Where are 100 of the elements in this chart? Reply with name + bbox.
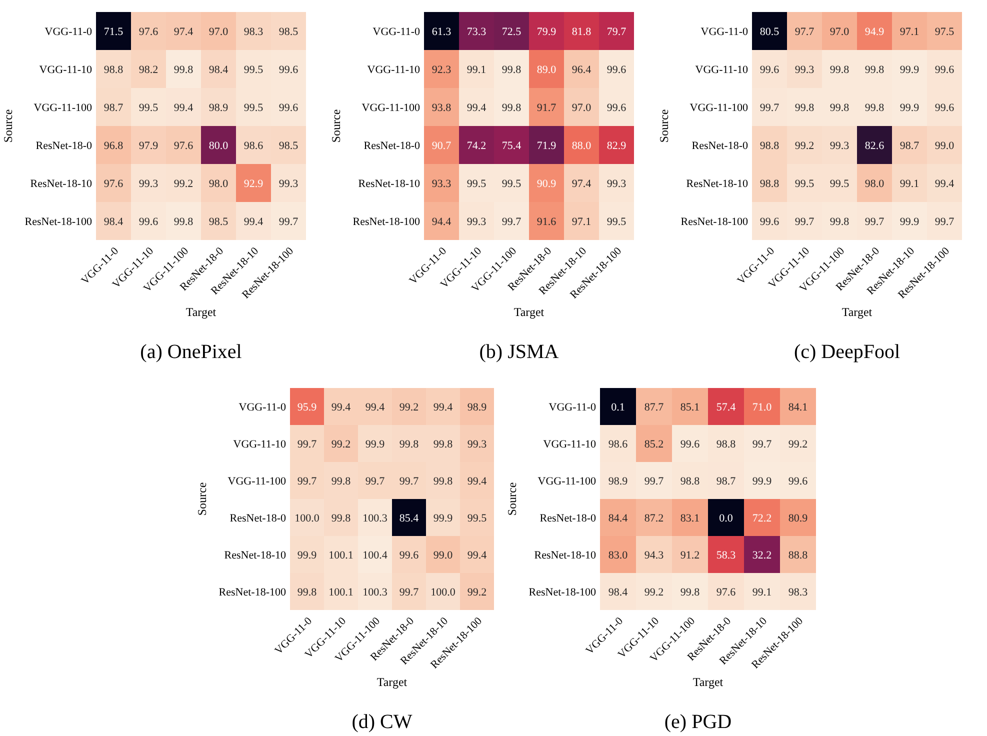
data-label: 73.3: [466, 26, 487, 38]
data-label: 99.2: [794, 140, 814, 152]
data-label: 99.2: [644, 586, 664, 598]
data-label: 99.8: [433, 438, 454, 450]
data-label: 99.5: [244, 102, 264, 114]
data-label: 87.2: [644, 512, 664, 524]
x-axis-title: Target: [376, 675, 408, 689]
data-label: 99.6: [399, 549, 420, 562]
data-label: 97.5: [934, 26, 955, 38]
data-label: 100.3: [362, 586, 388, 598]
data-label: 99.9: [900, 216, 920, 228]
y-tick-label: ResNet-18-0: [230, 512, 286, 524]
data-label: 99.7: [365, 475, 386, 488]
data-label: 32.2: [752, 549, 772, 562]
data-label: 99.3: [278, 178, 299, 190]
y-tick-label: ResNet-18-10: [686, 178, 748, 190]
data-label: 97.0: [208, 26, 229, 38]
data-label: 99.7: [760, 102, 780, 114]
data-label: 99.9: [365, 438, 386, 450]
data-label: 99.3: [794, 64, 815, 76]
data-label: 98.2: [138, 64, 158, 76]
data-label: 99.7: [644, 475, 664, 488]
y-tick-label: VGG-11-100: [34, 102, 92, 114]
data-label: 97.6: [174, 140, 194, 152]
x-axis-title: Target: [842, 305, 873, 319]
y-tick-label: VGG-11-10: [543, 438, 596, 450]
y-tick-label: VGG-11-0: [238, 401, 286, 414]
data-label: 58.3: [716, 549, 736, 562]
data-label: 96.8: [104, 140, 124, 152]
data-label: 71.5: [104, 26, 124, 38]
data-label: 99.2: [399, 401, 419, 414]
data-label: 99.4: [467, 549, 488, 562]
data-label: 91.7: [536, 102, 557, 114]
data-label: 99.8: [680, 586, 700, 598]
y-tick-label: ResNet-18-100: [352, 216, 420, 228]
data-label: 91.2: [680, 549, 700, 562]
data-label: 98.7: [716, 475, 736, 488]
data-label: 92.3: [432, 64, 452, 76]
data-label: 80.9: [788, 512, 808, 524]
data-label: 82.9: [606, 140, 627, 152]
y-tick-label: ResNet-18-100: [680, 216, 748, 228]
data-label: 87.7: [644, 401, 664, 414]
data-label: 84.1: [788, 401, 808, 414]
data-label: 100.1: [328, 549, 354, 562]
data-label: 99.2: [331, 438, 351, 450]
y-axis-title: Source: [657, 109, 671, 143]
data-label: 98.5: [278, 26, 299, 38]
data-label: 97.0: [572, 102, 592, 114]
data-label: 99.3: [830, 140, 850, 152]
data-label: 99.7: [297, 438, 318, 450]
data-label: 75.4: [502, 140, 522, 152]
y-tick-label: ResNet-18-0: [692, 140, 748, 152]
y-tick-label: VGG-11-10: [233, 438, 286, 450]
data-label: 85.2: [644, 438, 664, 450]
data-label: 61.3: [432, 26, 452, 38]
data-label: 99.8: [331, 475, 352, 488]
data-label: 90.7: [432, 140, 452, 152]
data-label: 98.4: [208, 64, 229, 76]
y-tick-label: VGG-11-10: [367, 64, 420, 76]
data-label: 99.8: [830, 102, 850, 114]
data-label: 80.5: [760, 26, 780, 38]
text: (c) DeepFool: [794, 341, 900, 363]
data-label: 99.5: [502, 178, 522, 190]
data-label: 84.4: [608, 512, 628, 524]
data-label: 99.6: [138, 216, 159, 228]
data-label: 88.8: [788, 549, 808, 562]
data-label: 88.0: [572, 140, 592, 152]
data-label: 99.6: [760, 64, 780, 76]
data-label: 99.1: [466, 64, 486, 76]
x-axis-title: Target: [514, 305, 545, 319]
y-tick-label: VGG-11-10: [695, 64, 748, 76]
data-label: 90.9: [536, 178, 557, 190]
data-label: 100.1: [328, 586, 354, 598]
data-label: 99.5: [138, 102, 159, 114]
y-tick-label: ResNet-18-100: [218, 586, 286, 598]
data-label: 99.5: [466, 178, 487, 190]
data-label: 99.0: [934, 140, 955, 152]
data-label: 99.8: [433, 475, 454, 488]
y-axis-title: Source: [329, 109, 343, 143]
text: (e) PGD: [664, 711, 732, 733]
data-label: 98.6: [244, 140, 264, 152]
data-label: 72.5: [502, 26, 522, 38]
data-label: 100.0: [430, 586, 456, 598]
data-label: 99.4: [365, 401, 386, 414]
data-label: 100.0: [294, 512, 320, 524]
text: (b) JSMA: [479, 341, 560, 363]
data-label: 71.9: [536, 140, 557, 152]
text: (d) CW: [352, 711, 412, 733]
data-label: 99.3: [467, 438, 488, 450]
y-tick-label: ResNet-18-0: [540, 512, 596, 524]
y-tick-label: VGG-11-100: [538, 475, 596, 488]
data-label: 72.2: [752, 512, 772, 524]
data-label: 99.7: [278, 216, 299, 228]
data-label: 97.4: [572, 178, 592, 190]
data-label: 83.1: [680, 512, 700, 524]
data-label: 99.4: [467, 475, 488, 488]
data-label: 99.6: [606, 102, 627, 114]
y-tick-label: ResNet-18-10: [358, 178, 420, 190]
data-label: 98.5: [278, 140, 299, 152]
data-label: 97.7: [794, 26, 815, 38]
